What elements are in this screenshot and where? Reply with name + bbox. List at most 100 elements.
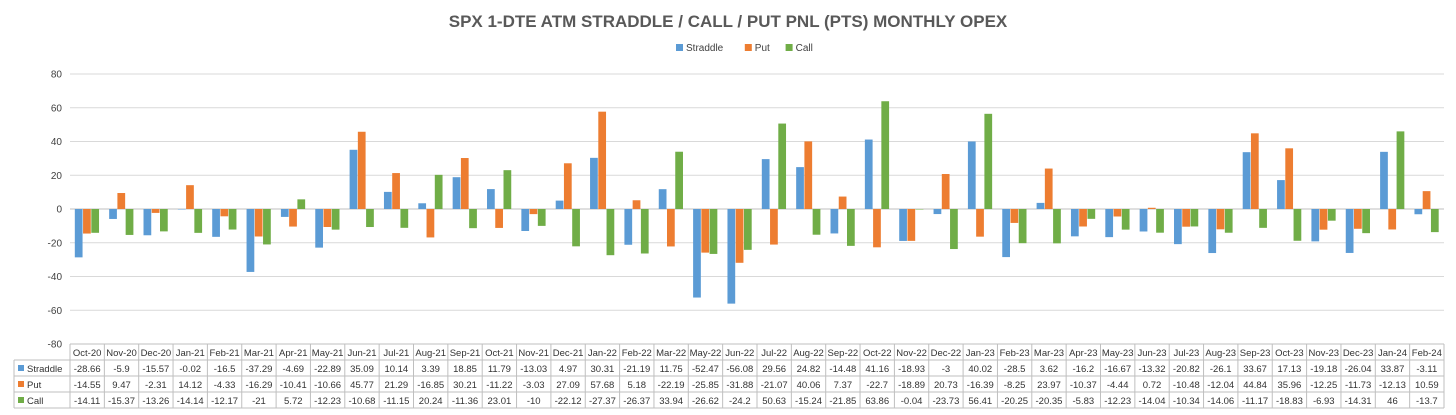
data-label: -0.04 — [901, 396, 923, 407]
data-label: 3.62 — [1040, 364, 1059, 375]
bar-put — [1250, 133, 1259, 209]
bar-straddle — [487, 189, 495, 209]
data-label: -10 — [527, 396, 541, 407]
bar-straddle — [624, 209, 633, 245]
data-label: -4.69 — [282, 364, 304, 375]
data-label: -26.04 — [1345, 364, 1372, 375]
data-label: -10.48 — [1173, 380, 1200, 391]
data-label: 5.18 — [628, 380, 647, 391]
bar-straddle — [1002, 209, 1010, 258]
tick-label: May-22 — [690, 348, 722, 359]
bar-straddle — [658, 189, 667, 209]
bar-straddle — [349, 149, 358, 209]
bar-straddle — [109, 209, 117, 219]
bar-call — [160, 209, 168, 232]
bar-call — [297, 199, 306, 209]
data-label: -14.48 — [829, 364, 856, 375]
bar-straddle — [452, 177, 461, 209]
bar-put — [186, 185, 194, 209]
data-label: -16.29 — [245, 380, 272, 391]
legend-label: Put — [755, 43, 770, 54]
data-label: -13.32 — [1139, 364, 1166, 375]
data-label: -52.47 — [692, 364, 719, 375]
tick-label: Jan-24 — [1378, 348, 1407, 359]
bar-put — [1010, 209, 1019, 223]
data-label: -2.31 — [145, 380, 167, 391]
y-tick-label: 40 — [51, 137, 63, 148]
data-label: 20.73 — [934, 380, 958, 391]
bar-put — [83, 209, 91, 234]
bar-call — [1224, 209, 1233, 233]
bar-straddle — [246, 209, 255, 272]
tick-label: Dec-23 — [1343, 348, 1374, 359]
tick-label: Oct-23 — [1275, 348, 1304, 359]
tick-label: Aug-21 — [415, 348, 446, 359]
data-label: -31.88 — [726, 380, 753, 391]
bar-call — [984, 113, 993, 209]
bar-call — [400, 209, 409, 228]
data-label: -28.5 — [1004, 364, 1026, 375]
tick-label: Sep-22 — [828, 348, 859, 359]
bar-put — [976, 209, 984, 237]
data-label: -12.25 — [1310, 380, 1337, 391]
table-row-label: Straddle — [27, 364, 62, 375]
tick-label: Sep-21 — [450, 348, 481, 359]
bar-put — [632, 200, 641, 209]
data-label: -10.68 — [349, 396, 376, 407]
bar-put — [873, 209, 881, 248]
data-label: 18.85 — [453, 364, 477, 375]
bar-put — [1044, 168, 1053, 209]
data-label: -11.36 — [452, 396, 478, 407]
bar-call — [606, 209, 615, 256]
data-label: -20.35 — [1036, 396, 1063, 407]
data-label: -22.12 — [555, 396, 582, 407]
tick-label: Aug-23 — [1205, 348, 1236, 359]
data-label: -18.93 — [898, 364, 925, 375]
legend-swatch — [744, 44, 752, 51]
bar-put — [1182, 209, 1190, 227]
table-row-label: Call — [27, 396, 43, 407]
tick-label: Nov-20 — [106, 348, 137, 359]
gridlines — [70, 73, 1444, 345]
data-label: -22.19 — [658, 380, 685, 391]
bar-straddle — [1345, 209, 1354, 253]
data-label: -18.89 — [898, 380, 925, 391]
data-label: -3.11 — [1416, 364, 1437, 375]
bar-call — [434, 174, 443, 209]
data-label: 17.13 — [1278, 364, 1302, 375]
data-label: 0.72 — [1143, 380, 1162, 391]
bar-call — [950, 209, 958, 250]
data-label: -4.44 — [1107, 380, 1129, 391]
bar-call — [1018, 209, 1027, 244]
tick-label: Oct-20 — [73, 348, 102, 359]
tick-label: Dec-22 — [931, 348, 962, 359]
bar-put — [1354, 209, 1362, 229]
data-label: 5.72 — [284, 396, 303, 407]
table-row-swatch — [18, 381, 24, 387]
data-label: -11.73 — [1345, 380, 1371, 391]
data-label: 40.06 — [797, 380, 821, 391]
bar-call — [1327, 209, 1336, 221]
data-label: 41.16 — [865, 364, 889, 375]
bar-straddle — [1277, 180, 1285, 209]
bar-put — [598, 111, 607, 209]
data-label: 44.84 — [1243, 380, 1267, 391]
legend-swatch — [785, 44, 793, 51]
bar-straddle — [1139, 209, 1148, 232]
bar-put — [495, 209, 503, 228]
data-label: 40.02 — [968, 364, 992, 375]
bar-put — [735, 209, 744, 263]
bar-put — [323, 209, 332, 227]
tick-label: Jul-22 — [761, 348, 787, 359]
bar-straddle — [280, 209, 289, 217]
bar-put — [357, 131, 366, 209]
data-label: -20.82 — [1173, 364, 1200, 375]
tick-label: Nov-22 — [896, 348, 927, 359]
bar-put — [1388, 209, 1397, 230]
y-tick-label: -60 — [48, 306, 63, 317]
data-label: 30.31 — [591, 364, 615, 375]
data-label: -27.37 — [589, 396, 616, 407]
tick-label: Apr-21 — [279, 348, 308, 359]
bar-put — [804, 141, 813, 209]
data-label: -3 — [942, 364, 950, 375]
